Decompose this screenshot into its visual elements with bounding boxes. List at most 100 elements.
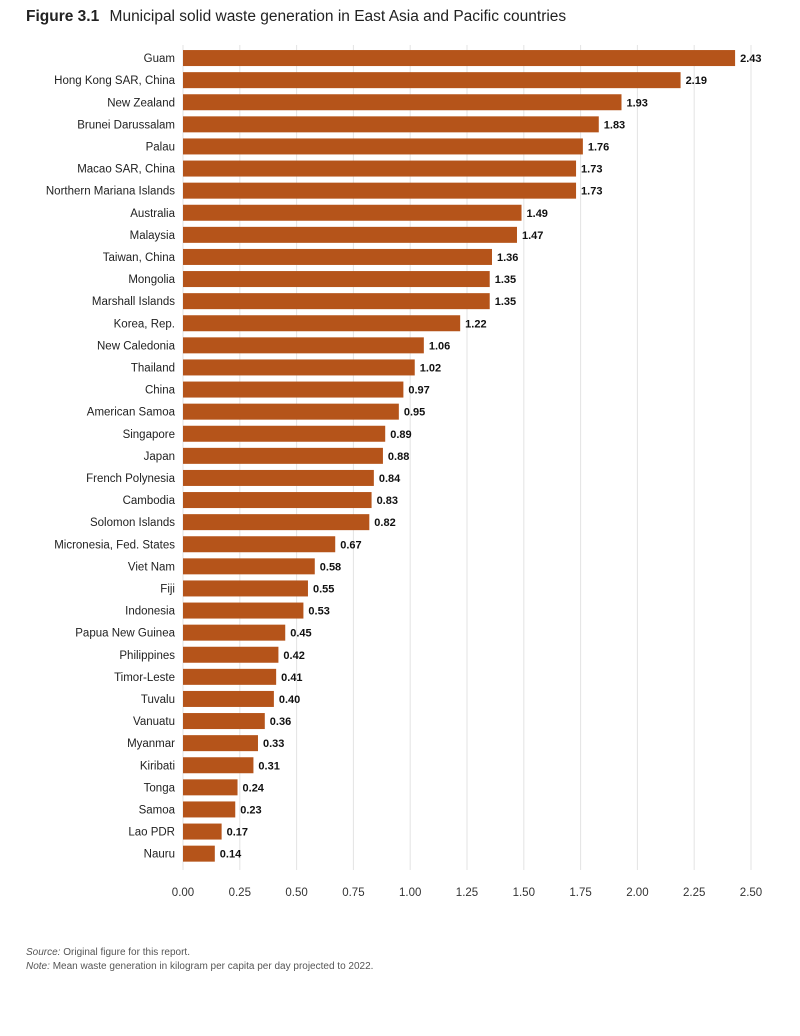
bar bbox=[183, 359, 415, 376]
x-tick-label: 0.50 bbox=[285, 887, 307, 899]
value-label: 0.17 bbox=[227, 827, 248, 839]
x-tick-label: 1.25 bbox=[456, 887, 478, 899]
value-label: 0.67 bbox=[340, 539, 361, 551]
category-label: New Caledonia bbox=[97, 340, 176, 352]
value-label: 1.35 bbox=[495, 296, 516, 308]
category-label: Brunei Darussalam bbox=[77, 119, 175, 131]
category-label: Mongolia bbox=[128, 274, 175, 286]
bar bbox=[183, 602, 304, 619]
source-label: Source: bbox=[26, 947, 61, 958]
category-label: Philippines bbox=[119, 650, 175, 662]
value-label: 2.19 bbox=[686, 75, 707, 87]
bar bbox=[183, 580, 308, 597]
value-label: 0.14 bbox=[220, 849, 242, 861]
x-tick-label: 2.25 bbox=[683, 887, 705, 899]
bar bbox=[183, 293, 490, 310]
category-label: Fiji bbox=[160, 583, 175, 595]
value-label: 0.82 bbox=[374, 517, 395, 529]
value-label: 1.73 bbox=[581, 164, 602, 176]
value-label: 1.22 bbox=[465, 318, 486, 330]
value-label: 0.31 bbox=[258, 760, 279, 772]
bar bbox=[183, 492, 372, 509]
bar bbox=[183, 713, 265, 730]
category-label: Micronesia, Fed. States bbox=[54, 539, 175, 551]
value-label: 1.02 bbox=[420, 362, 441, 374]
x-tick-label: 1.75 bbox=[569, 887, 591, 899]
x-tick-label: 2.50 bbox=[740, 887, 762, 899]
category-label: Malaysia bbox=[130, 230, 176, 242]
category-label: Papua New Guinea bbox=[75, 628, 175, 640]
x-tick-label: 0.00 bbox=[172, 887, 194, 899]
bar bbox=[183, 94, 622, 111]
value-label: 0.89 bbox=[390, 429, 411, 441]
value-label: 1.35 bbox=[495, 274, 516, 286]
value-label: 0.42 bbox=[283, 650, 304, 662]
note-text: Mean waste generation in kilogram per ca… bbox=[52, 961, 374, 972]
category-label: Samoa bbox=[139, 804, 176, 816]
category-label: French Polynesia bbox=[86, 473, 175, 485]
bar bbox=[183, 823, 222, 840]
bar bbox=[183, 50, 736, 67]
category-label: Hong Kong SAR, China bbox=[54, 75, 175, 87]
x-axis-ticks: 0.00 0.25 0.50 0.75 1.00 1.25 1.50 1.75 2.00 2.25… bbox=[172, 887, 762, 899]
value-label: 0.24 bbox=[243, 782, 265, 794]
bar bbox=[183, 381, 404, 398]
bar bbox=[183, 160, 577, 177]
category-label: Myanmar bbox=[127, 738, 175, 750]
bar bbox=[183, 337, 424, 354]
bar bbox=[183, 735, 258, 752]
value-label: 0.84 bbox=[379, 473, 401, 485]
value-label: 0.33 bbox=[263, 738, 284, 750]
bar bbox=[183, 558, 315, 575]
bar bbox=[183, 226, 517, 243]
category-label: Taiwan, China bbox=[103, 252, 176, 264]
category-label: Guam bbox=[144, 53, 175, 65]
value-label: 1.73 bbox=[581, 186, 602, 198]
value-label: 1.06 bbox=[429, 340, 450, 352]
bar bbox=[183, 72, 681, 89]
bars bbox=[183, 50, 736, 862]
value-label: 1.49 bbox=[527, 208, 548, 220]
category-label: Kiribati bbox=[140, 760, 175, 772]
category-label: Lao PDR bbox=[128, 827, 175, 839]
x-tick-label: 0.25 bbox=[229, 887, 251, 899]
category-label: Singapore bbox=[123, 429, 175, 441]
x-tick-label: 0.75 bbox=[342, 887, 364, 899]
source-text: Original figure for this report. bbox=[63, 947, 190, 958]
category-label: Thailand bbox=[131, 362, 175, 374]
category-label: Timor-Leste bbox=[114, 672, 175, 684]
value-label: 0.40 bbox=[279, 694, 300, 706]
x-tick-label: 2.00 bbox=[626, 887, 648, 899]
source-note: Source: Original figure for this report. bbox=[26, 946, 373, 960]
bar bbox=[183, 116, 599, 133]
bar bbox=[183, 779, 238, 796]
bar bbox=[183, 315, 461, 332]
bar bbox=[183, 845, 215, 862]
bar bbox=[183, 182, 577, 199]
category-label: Cambodia bbox=[123, 495, 176, 507]
bar bbox=[183, 690, 274, 707]
category-label: American Samoa bbox=[87, 407, 176, 419]
value-label: 1.76 bbox=[588, 141, 609, 153]
value-label: 1.36 bbox=[497, 252, 518, 264]
bar bbox=[183, 801, 236, 818]
bar bbox=[183, 757, 254, 774]
bar bbox=[183, 646, 279, 663]
value-label: 0.83 bbox=[377, 495, 398, 507]
category-label: China bbox=[145, 385, 176, 397]
bar bbox=[183, 536, 336, 553]
x-tick-label: 1.50 bbox=[513, 887, 535, 899]
category-label: Palau bbox=[146, 141, 175, 153]
value-label: 0.88 bbox=[388, 451, 409, 463]
category-label: Northern Mariana Islands bbox=[46, 186, 175, 198]
category-label: Indonesia bbox=[125, 606, 175, 618]
bar bbox=[183, 271, 490, 288]
grid-lines bbox=[182, 45, 752, 870]
category-label: Nauru bbox=[144, 849, 175, 861]
value-label: 0.45 bbox=[290, 628, 311, 640]
category-label: Vanuatu bbox=[133, 716, 175, 728]
category-label: Korea, Rep. bbox=[114, 318, 175, 330]
bar bbox=[183, 425, 386, 442]
value-labels: 2.43 2.19 1.931.83 1.76 1.73 1.73 1.49 1.47 1.36… bbox=[220, 53, 762, 861]
